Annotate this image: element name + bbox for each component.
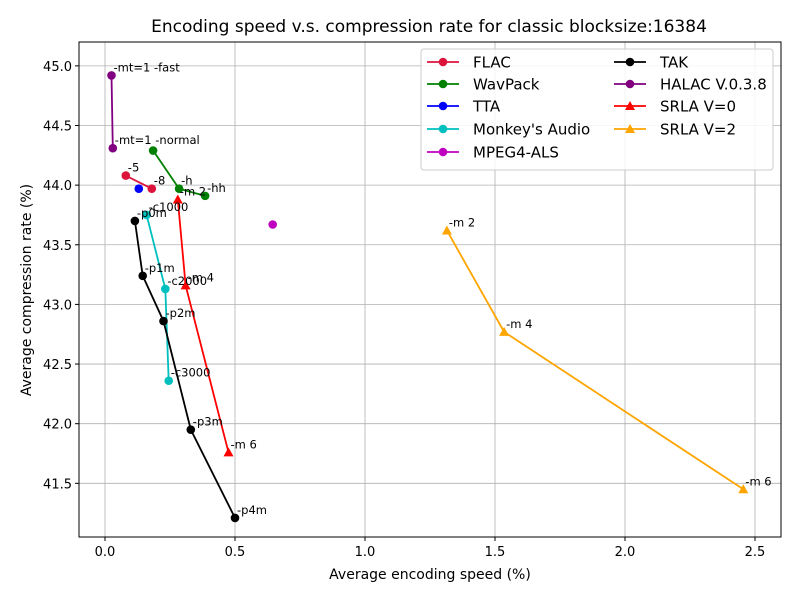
series-srla-v-2 bbox=[441, 225, 749, 494]
series-srla-v-0 bbox=[172, 194, 234, 457]
y-tick-label: 45.0 bbox=[43, 60, 72, 75]
data-point-mpeg4-als bbox=[268, 220, 278, 229]
x-tick-label: 0.5 bbox=[225, 545, 246, 560]
data-point-tak bbox=[230, 513, 240, 523]
data-point-monkey-s-audio bbox=[161, 284, 170, 294]
legend-label-tta: TTA bbox=[472, 98, 501, 116]
point-annotation: -c2000 bbox=[167, 274, 207, 288]
point-annotation: -m 4 bbox=[506, 317, 532, 331]
y-tick-label: 44.5 bbox=[43, 119, 72, 134]
point-annotation: -m 6 bbox=[745, 474, 771, 488]
series-tak bbox=[130, 216, 240, 523]
data-point-srla-v-0 bbox=[180, 280, 191, 290]
x-axis: 0.0 0.5 1.0 1.5 2.0 2.5 bbox=[95, 537, 766, 560]
y-tick-label: 44.0 bbox=[43, 179, 72, 194]
annotations: -5 -8 -h -hh -c1000 -c2000 -c3000 -p0m -p1m -p2m -… bbox=[114, 60, 772, 517]
point-annotation: -p2m bbox=[166, 306, 196, 320]
data-point-tak bbox=[138, 271, 147, 281]
series-halac-v-0-3-8 bbox=[107, 71, 118, 153]
data-point-wavpack bbox=[148, 146, 158, 155]
legend-label-flac: FLAC bbox=[473, 54, 511, 72]
chart-title: Encoding speed v.s. compression rate for… bbox=[151, 17, 707, 37]
data-point-flac bbox=[147, 184, 157, 194]
legend-box bbox=[420, 48, 774, 171]
data-point-srla-v-0 bbox=[223, 447, 234, 457]
y-tick-label: 43.5 bbox=[43, 239, 72, 254]
legend-marker-mpeg4-als bbox=[438, 147, 448, 157]
point-annotation: -p1m bbox=[145, 261, 175, 275]
legend-label-srla-v-2: SRLA V=2 bbox=[660, 121, 736, 139]
y-tick-label: 42.0 bbox=[43, 418, 72, 433]
y-tick-label: 41.5 bbox=[43, 477, 72, 492]
plot-frame bbox=[78, 41, 782, 538]
point-annotation: -5 bbox=[128, 161, 139, 175]
data-point-srla-v-2 bbox=[738, 484, 749, 494]
series-monkey-s-audio bbox=[142, 210, 173, 386]
legend-marker-monkey-s-audio bbox=[438, 124, 448, 134]
legend-marker-flac bbox=[438, 57, 448, 67]
legend-label-tak: TAK bbox=[659, 54, 689, 72]
legend-marker-wavpack bbox=[438, 79, 448, 89]
x-tick-label: 2.0 bbox=[615, 545, 636, 560]
series-line-halac-v-0-3-8 bbox=[110, 75, 114, 149]
series-tta bbox=[134, 184, 144, 194]
x-tick-label: 1.0 bbox=[355, 545, 376, 560]
series-line-srla-v-2 bbox=[446, 230, 744, 491]
point-annotation: -m 2 bbox=[180, 184, 206, 198]
x-tick-label: 1.5 bbox=[485, 545, 506, 560]
data-point-halac-v-0-3-8 bbox=[107, 71, 116, 80]
legend-marker-halac-v-0-3-8 bbox=[625, 79, 635, 89]
data-point-srla-v-0 bbox=[172, 194, 183, 204]
data-point-wavpack bbox=[174, 184, 184, 194]
data-point-monkey-s-audio bbox=[142, 210, 151, 220]
legend-label-wavpack: WavPack bbox=[473, 76, 540, 94]
data-point-tak bbox=[159, 316, 168, 326]
y-axis-label: Average compression rate (%) bbox=[19, 184, 35, 396]
series-wavpack bbox=[148, 146, 210, 201]
y-tick-label: 43.0 bbox=[43, 298, 72, 313]
point-annotation: -h bbox=[181, 174, 192, 188]
legend-label-halac-v-0-3-8: HALAC V.0.3.8 bbox=[660, 76, 767, 94]
data-point-wavpack bbox=[200, 191, 210, 201]
data-point-flac bbox=[121, 171, 131, 180]
legend-marker-tak bbox=[625, 57, 635, 67]
legend-marker-srla-v-2 bbox=[625, 124, 635, 133]
point-annotation: -p0m bbox=[137, 206, 167, 220]
legend-label-srla-v-0: SRLA V=0 bbox=[660, 98, 736, 116]
x-tick-label: 0.0 bbox=[95, 545, 116, 560]
y-axis: 41.5 42.0 42.5 43.0 43.5 44.0 44.5 45.0 bbox=[43, 60, 79, 492]
data-point-tta bbox=[134, 184, 144, 194]
legend-marker-tta bbox=[438, 101, 448, 111]
series-line-monkey-s-audio bbox=[145, 214, 170, 381]
point-annotation: -p4m bbox=[237, 503, 267, 517]
point-annotation: -mt=1 -normal bbox=[115, 133, 200, 147]
point-annotation: -mt=1 -fast bbox=[114, 60, 181, 74]
point-annotation: -8 bbox=[154, 174, 165, 188]
legend: FLAC WavPack TTA Monkey's Audio MPEG4-ALS TAK… bbox=[420, 48, 774, 171]
data-point-monkey-s-audio bbox=[164, 376, 173, 386]
data-point-tak bbox=[130, 216, 140, 226]
x-tick-label: 2.5 bbox=[745, 545, 766, 560]
y-tick-label: 42.5 bbox=[43, 358, 72, 373]
legend-label-monkey-s-audio: Monkey's Audio bbox=[473, 121, 590, 139]
point-annotation: -p3m bbox=[193, 415, 223, 429]
point-annotation: -hh bbox=[207, 181, 226, 195]
data-point-tak bbox=[186, 425, 196, 434]
point-annotation: -m 6 bbox=[231, 437, 257, 451]
series-flac bbox=[121, 171, 157, 194]
point-annotation: -m 4 bbox=[188, 270, 214, 284]
data-point-halac-v-0-3-8 bbox=[108, 143, 118, 153]
data-point-srla-v-2 bbox=[441, 225, 452, 235]
point-annotation: -c3000 bbox=[171, 366, 211, 380]
series-layer bbox=[107, 71, 749, 523]
point-annotation: -m 2 bbox=[449, 215, 475, 229]
data-point-srla-v-2 bbox=[499, 326, 510, 336]
x-axis-label: Average encoding speed (%) bbox=[329, 567, 531, 583]
legend-label-mpeg4-als: MPEG4-ALS bbox=[473, 144, 559, 162]
legend-marker-srla-v-0 bbox=[625, 101, 635, 110]
series-line-flac bbox=[125, 174, 153, 190]
series-mpeg4-als bbox=[268, 220, 278, 229]
point-annotation: -c1000 bbox=[149, 200, 189, 214]
